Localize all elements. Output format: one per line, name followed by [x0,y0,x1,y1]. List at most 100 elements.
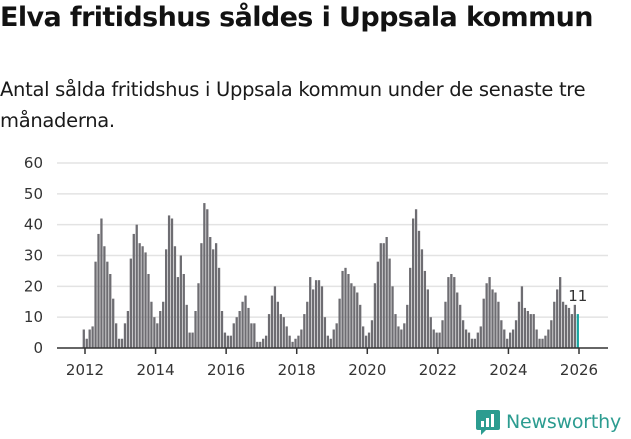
bar [253,323,256,348]
bar [379,243,382,348]
bar [547,329,550,348]
bar [494,292,497,348]
bar [535,329,538,348]
bar [556,289,559,348]
bar [162,301,165,348]
x-tick-label: 2024 [489,361,527,379]
bar [103,246,106,348]
bar [132,233,135,348]
bar [429,317,432,348]
bar [473,338,477,348]
bar [214,243,218,348]
bar [256,341,259,348]
bar [203,203,206,348]
bar [417,230,421,348]
bar [282,317,285,348]
bar [126,311,130,348]
bar [314,280,318,348]
bar [470,338,474,348]
y-tick-label: 10 [24,308,43,326]
bar [167,215,171,348]
bar [411,218,415,348]
bar [303,314,306,348]
bar [435,332,438,348]
bar [182,274,185,348]
x-tick-label: 2016 [207,361,245,379]
bar [479,326,482,348]
bar [150,301,153,348]
bar [264,335,268,348]
bar [564,304,568,348]
bar [506,338,509,348]
bar [82,329,85,348]
bar [338,298,341,348]
bar [100,218,103,348]
bar [279,314,282,348]
bar-chart: 0 10 20 30 40 50 60 2012 2014 2016 2018 2020 2022 20… [0,150,631,390]
bars [82,203,579,348]
bar [206,209,209,348]
bar [529,314,532,348]
bar [520,286,524,348]
bar [212,249,215,348]
bar [232,323,235,348]
y-tick-label: 0 [33,339,43,357]
y-tick-label: 40 [24,216,43,234]
bar [511,329,515,348]
bar [267,314,271,348]
bar [138,243,141,348]
bar [97,233,100,348]
bar [320,286,324,348]
bar [485,283,488,348]
bar [532,314,535,348]
bar [156,323,159,348]
chart-subtitle: Antal sålda fritidshus i Uppsala kommun … [0,78,586,132]
bar [317,280,321,348]
bar [461,320,465,348]
bar [447,277,450,348]
bar [235,317,238,348]
bar [312,289,315,348]
bar [335,323,338,348]
bar [391,286,394,348]
bar [185,304,188,348]
bar [541,338,544,348]
bar [91,326,94,348]
bar [247,307,250,348]
bar [135,224,138,348]
bar [441,320,444,348]
bar [273,286,277,348]
bar [459,304,462,348]
bar [112,298,115,348]
bar [238,311,241,348]
bar [223,332,227,348]
bar [456,292,459,348]
chart-title: Elva fritidshus såldes i Uppsala kommun [0,2,593,33]
bar [500,320,503,348]
bar [488,277,491,348]
newsworthy-logo: Newsworthy [476,408,621,436]
bar [347,274,350,348]
bar [544,335,547,348]
y-tick-label: 30 [24,247,43,265]
bar [423,270,427,348]
bar [397,326,400,348]
bar [262,338,265,348]
bar [129,258,132,348]
bar [329,338,332,348]
bar [476,332,479,348]
bar [244,295,247,348]
bar [285,326,288,348]
bar [426,289,429,348]
bar [141,246,144,348]
bar [85,338,88,348]
bar [394,314,397,348]
bar [176,277,180,348]
bar [270,295,274,348]
bar [88,329,91,348]
bar [217,267,221,348]
bar [309,277,312,348]
bar [382,243,385,348]
bar [123,323,127,348]
